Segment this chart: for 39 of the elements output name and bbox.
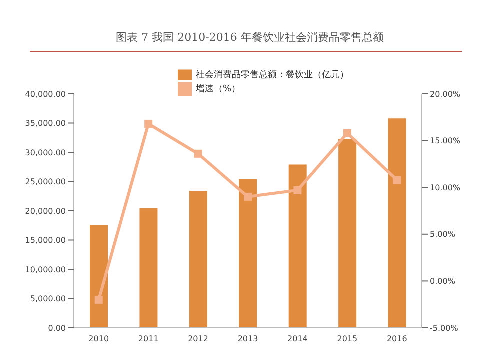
- x-tick-label: 2015: [337, 334, 358, 344]
- y-tick-label: 15,000.00: [25, 236, 66, 246]
- x-tick-label: 2011: [138, 334, 159, 344]
- point: [194, 150, 202, 158]
- point: [393, 176, 402, 184]
- y2-tick-label: 15.00%: [430, 136, 461, 146]
- point: [94, 296, 103, 304]
- x-tick-label: 2012: [188, 334, 208, 344]
- bar: [140, 208, 158, 328]
- legend-label: 增速（%）: [196, 84, 241, 94]
- y-tick-label: 10,000.00: [25, 265, 66, 274]
- bar: [338, 139, 357, 328]
- x-tick-label: 2016: [386, 334, 408, 344]
- bar: [288, 164, 307, 328]
- bar: [239, 179, 258, 328]
- y2-tick-label: -5.00%: [430, 324, 459, 333]
- bar: [90, 225, 108, 328]
- y2-tick-label: 10.00%: [430, 183, 461, 192]
- chart-title: 图表 7 我国 2010-2016 年餐饮业社会消费品零售总额: [115, 30, 385, 45]
- y-tick-label: 35,000.00: [25, 119, 66, 128]
- y-tick-label: 40,000.00: [25, 90, 66, 99]
- bar: [388, 118, 406, 328]
- y2-tick-label: 20.00%: [430, 90, 461, 99]
- point: [343, 129, 352, 138]
- point: [144, 120, 153, 128]
- y2-tick-label: 5.00%: [430, 230, 456, 240]
- point: [244, 192, 252, 201]
- y-tick-label: 5,000.00: [30, 294, 66, 304]
- x-tick-label: 2014: [288, 334, 308, 344]
- x-tick-label: 2013: [238, 334, 258, 344]
- legend-label: 社会消费品零售总额：餐饮业（亿元）: [196, 70, 349, 80]
- y-tick-label: 30,000.00: [25, 148, 66, 158]
- x-tick-label: 2010: [88, 334, 110, 344]
- y2-tick-label: 0.00%: [430, 277, 456, 286]
- point: [294, 186, 302, 194]
- y-tick-label: 25,000.00: [25, 178, 66, 187]
- bar: [189, 191, 208, 328]
- y-tick-label: 20,000.00: [25, 206, 66, 216]
- y-tick-label: 0.00: [48, 324, 66, 333]
